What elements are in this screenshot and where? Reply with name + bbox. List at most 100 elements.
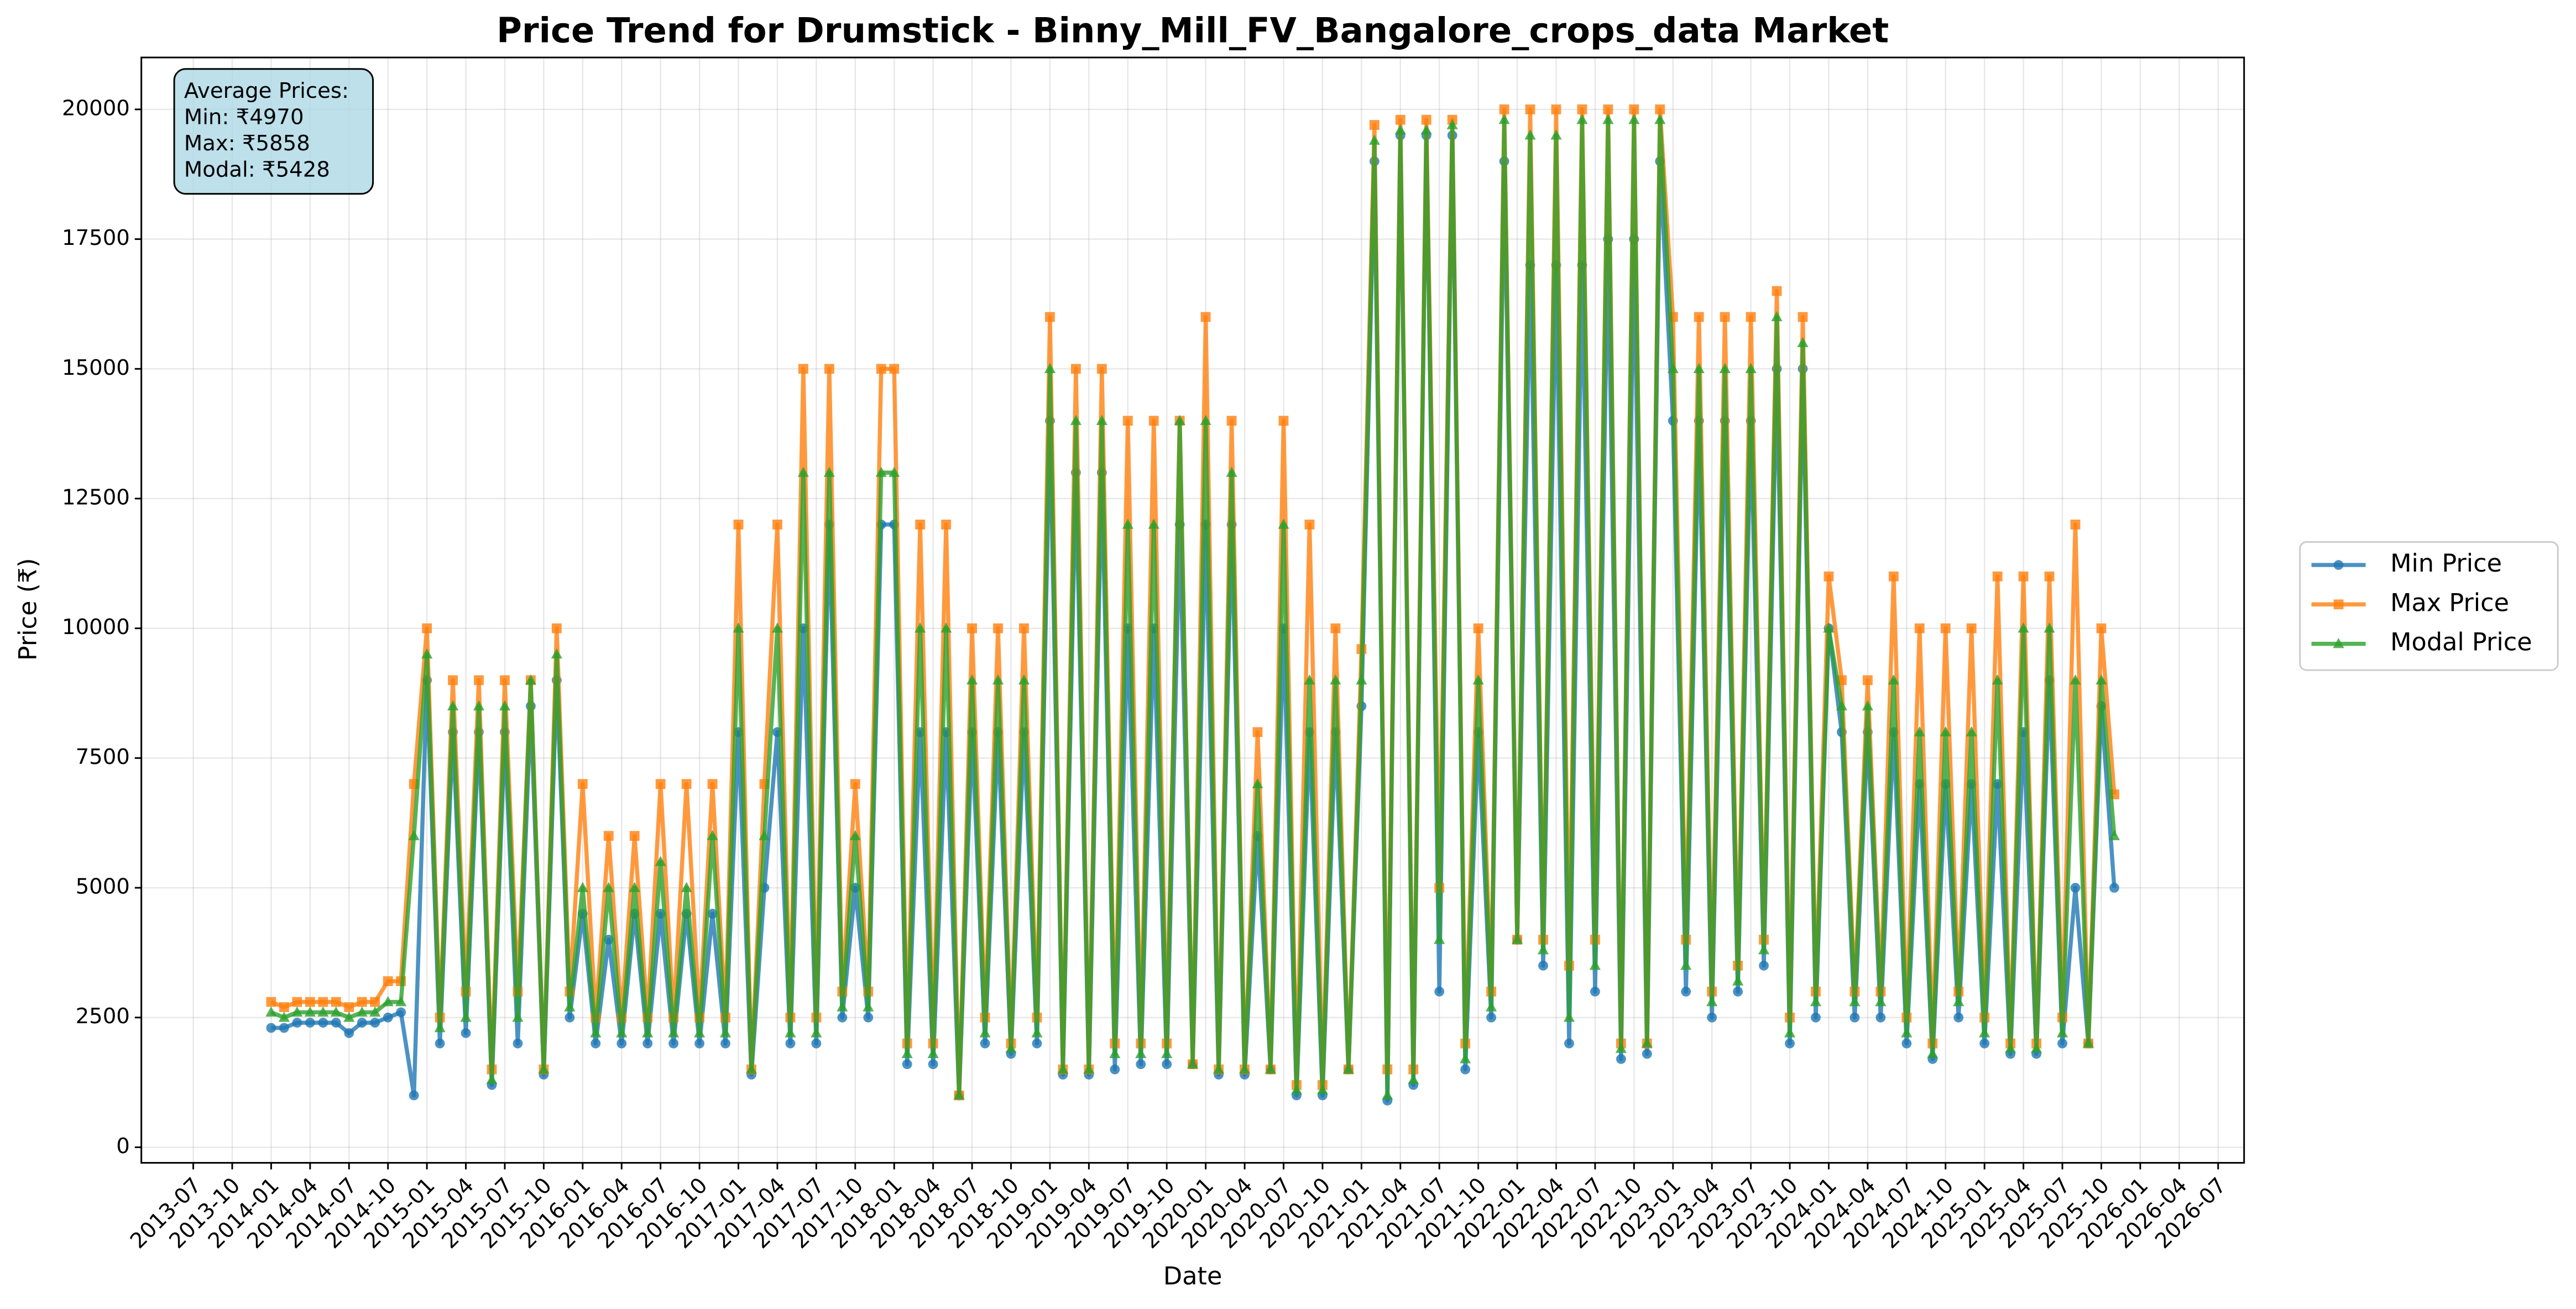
annotation-text: Modal: ₹5428 [184, 157, 330, 182]
marker [382, 996, 394, 1007]
marker [1018, 674, 1030, 685]
marker [1849, 1012, 1860, 1023]
marker [291, 1006, 303, 1017]
marker [1681, 986, 1691, 997]
marker [1693, 363, 1705, 373]
marker [1278, 519, 1289, 529]
marker [719, 1027, 731, 1038]
marker [1953, 996, 1964, 1007]
legend-box [2299, 541, 2559, 671]
marker [1434, 986, 1445, 997]
marker [421, 648, 433, 659]
marker [2044, 622, 2055, 633]
marker [1733, 986, 1743, 997]
marker [1836, 700, 1848, 711]
marker [1576, 113, 1588, 124]
marker [1823, 622, 1835, 633]
marker [863, 1012, 874, 1023]
marker [1499, 104, 1509, 114]
marker [901, 1048, 913, 1059]
marker [1135, 1048, 1147, 1059]
marker [811, 1027, 822, 1038]
marker [1395, 114, 1405, 125]
marker [837, 1001, 848, 1012]
marker [1498, 113, 1510, 124]
marker [1083, 1063, 1095, 1074]
marker [1745, 363, 1757, 373]
marker [1992, 674, 2003, 685]
y-tick-label: 7500 [76, 745, 130, 769]
marker [1784, 1027, 1796, 1038]
marker [771, 622, 783, 633]
marker [1148, 416, 1159, 426]
marker [2018, 571, 2029, 582]
marker [473, 700, 485, 711]
marker [461, 1028, 471, 1038]
marker [707, 909, 718, 919]
marker [2057, 1038, 2067, 1049]
annotation-text: Average Prices: [184, 78, 349, 103]
marker [1408, 1074, 1419, 1085]
marker [512, 1012, 524, 1022]
marker [317, 1006, 329, 1017]
marker [889, 467, 900, 477]
marker [551, 648, 562, 659]
marker [616, 1027, 628, 1038]
marker [513, 1038, 523, 1049]
marker [318, 1018, 328, 1028]
marker [1979, 1038, 1990, 1049]
marker [1460, 1064, 1471, 1075]
marker [642, 1038, 653, 1049]
marker [849, 830, 861, 840]
marker [1524, 129, 1536, 140]
marker [565, 1012, 575, 1023]
marker [1356, 674, 1367, 685]
marker [590, 1027, 602, 1038]
marker [953, 1089, 965, 1100]
marker [447, 700, 459, 711]
annotation-text: Max: ₹5858 [184, 131, 310, 156]
marker [356, 1006, 368, 1017]
marker [1888, 571, 1899, 582]
marker [1226, 467, 1237, 477]
marker [344, 1028, 354, 1038]
marker [1602, 113, 1614, 124]
marker [1706, 996, 1718, 1007]
marker [1044, 363, 1056, 373]
marker [1590, 986, 1600, 997]
marker [1615, 1043, 1627, 1053]
marker [2030, 1043, 2042, 1053]
marker [1032, 1038, 1042, 1049]
marker [1551, 104, 1561, 114]
marker [1434, 934, 1445, 944]
legend-label: Modal Price [2390, 628, 2532, 657]
marker [395, 996, 407, 1007]
marker [1369, 120, 1380, 130]
marker [798, 364, 808, 374]
marker [603, 882, 614, 892]
marker [551, 623, 562, 633]
marker [1641, 1037, 1653, 1048]
marker [927, 1048, 939, 1059]
marker [694, 1038, 705, 1049]
marker [1811, 1012, 1821, 1023]
marker [1486, 1001, 1497, 1012]
marker [1862, 700, 1874, 711]
marker [1252, 778, 1263, 788]
marker [1616, 1054, 1626, 1064]
marker [1226, 416, 1237, 426]
marker [1200, 415, 1211, 425]
marker [2109, 883, 2119, 893]
marker [797, 467, 809, 477]
marker [1966, 726, 1977, 737]
marker [1746, 312, 1756, 322]
marker [344, 1002, 354, 1012]
marker [525, 674, 537, 685]
marker [1694, 312, 1704, 322]
marker [1162, 1059, 1172, 1070]
marker [564, 1001, 576, 1012]
marker [823, 467, 835, 477]
marker [992, 674, 1004, 685]
y-tick-label: 20000 [62, 96, 130, 121]
